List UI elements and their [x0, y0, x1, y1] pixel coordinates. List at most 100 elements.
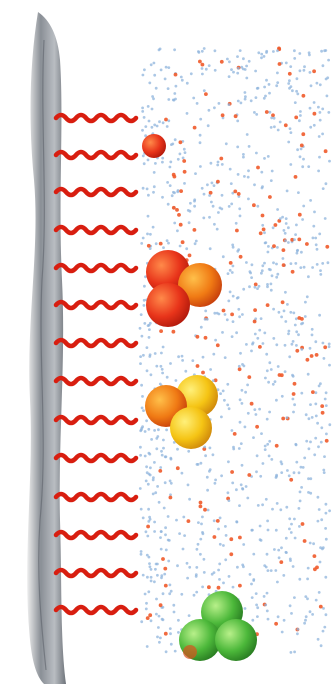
solute-dot: [252, 203, 256, 207]
solvent-dot: [164, 481, 167, 484]
solvent-dot: [241, 313, 244, 316]
solvent-dot: [158, 641, 161, 644]
solvent-dot: [318, 591, 321, 594]
solvent-dot: [319, 269, 322, 272]
solvent-dot: [148, 452, 151, 455]
solvent-dot: [319, 111, 322, 114]
solvent-dot: [214, 69, 217, 72]
solvent-dot: [267, 251, 270, 254]
solvent-dot: [328, 423, 331, 426]
solvent-dot: [143, 304, 146, 307]
solute-dot: [193, 126, 197, 130]
solvent-dot: [161, 454, 164, 457]
solvent-dot: [140, 384, 143, 387]
solvent-dot: [231, 482, 234, 485]
solvent-dot: [261, 503, 264, 506]
solvent-dot: [165, 66, 168, 69]
solvent-dot: [169, 166, 172, 169]
solvent-dot: [287, 141, 290, 144]
solvent-dot: [235, 222, 238, 225]
solvent-dot: [200, 462, 203, 465]
solvent-dot: [322, 187, 325, 190]
solvent-dot: [309, 107, 312, 110]
solvent-dot: [214, 482, 217, 485]
solute-dot: [237, 192, 241, 196]
solvent-dot: [140, 313, 143, 316]
solvent-dot: [261, 269, 264, 272]
solvent-dot: [168, 539, 171, 542]
solvent-dot: [213, 106, 216, 109]
solvent-dot: [139, 454, 142, 457]
solvent-dot: [147, 483, 150, 486]
solvent-dot: [165, 429, 168, 432]
solvent-dot: [290, 612, 293, 615]
solvent-dot: [304, 315, 307, 318]
solvent-dot: [188, 566, 191, 569]
solvent-dot: [278, 311, 281, 314]
solvent-dot: [159, 466, 162, 469]
solvent-dot: [322, 469, 325, 472]
solvent-dot: [153, 62, 156, 65]
solvent-dot: [296, 77, 299, 80]
solute-dot: [321, 411, 325, 415]
solvent-dot: [287, 82, 290, 85]
solvent-dot: [196, 463, 199, 466]
solvent-dot: [186, 112, 189, 115]
solvent-dot: [228, 205, 231, 208]
solvent-dot: [206, 318, 209, 321]
solute-dot: [301, 132, 305, 136]
solvent-dot: [272, 383, 275, 386]
solvent-dot: [139, 355, 142, 358]
solvent-dot: [255, 96, 258, 99]
solvent-dot: [252, 436, 255, 439]
solvent-dot: [222, 582, 225, 585]
solvent-dot: [176, 448, 179, 451]
solvent-dot: [148, 328, 151, 331]
solvent-dot: [193, 205, 196, 208]
solvent-dot: [281, 216, 284, 219]
solvent-dot: [175, 85, 178, 88]
solvent-dot: [204, 454, 207, 457]
solvent-dot: [309, 542, 312, 545]
solvent-dot: [251, 343, 254, 346]
solvent-dot: [199, 141, 202, 144]
solute-dot: [201, 63, 205, 67]
solvent-dot: [245, 485, 248, 488]
solvent-dot: [283, 310, 286, 313]
solvent-dot: [250, 276, 253, 279]
solvent-dot: [226, 58, 229, 61]
solvent-dot: [170, 643, 173, 646]
solvent-dot: [161, 157, 164, 160]
solute-dot: [261, 214, 265, 218]
solvent-dot: [249, 573, 252, 576]
solvent-dot: [256, 287, 259, 290]
solvent-dot: [219, 392, 222, 395]
solvent-dot: [167, 98, 170, 101]
solvent-dot: [284, 320, 287, 323]
solvent-dot: [238, 447, 241, 450]
solvent-dot: [295, 461, 298, 464]
solvent-dot: [198, 51, 201, 54]
solute-dot: [161, 557, 165, 561]
solvent-dot: [205, 68, 208, 71]
solvent-dot: [299, 500, 302, 503]
solvent-dot: [300, 348, 303, 351]
solvent-dot: [218, 563, 221, 566]
solvent-dot: [162, 246, 165, 249]
solvent-dot: [311, 334, 314, 337]
solvent-dot: [167, 87, 170, 90]
solvent-dot: [209, 447, 212, 450]
solvent-dot: [270, 283, 273, 286]
solvent-dot: [197, 521, 200, 524]
solvent-dot: [263, 564, 266, 567]
solvent-dot: [170, 458, 173, 461]
solute-dot: [305, 242, 309, 246]
solvent-dot: [169, 184, 172, 187]
solute-dot: [282, 263, 286, 267]
solute-dot: [182, 159, 186, 163]
solute-dot: [174, 73, 178, 77]
solvent-dot: [305, 615, 308, 618]
solvent-dot: [277, 549, 280, 552]
solvent-dot: [325, 512, 328, 515]
solvent-dot: [296, 93, 299, 96]
